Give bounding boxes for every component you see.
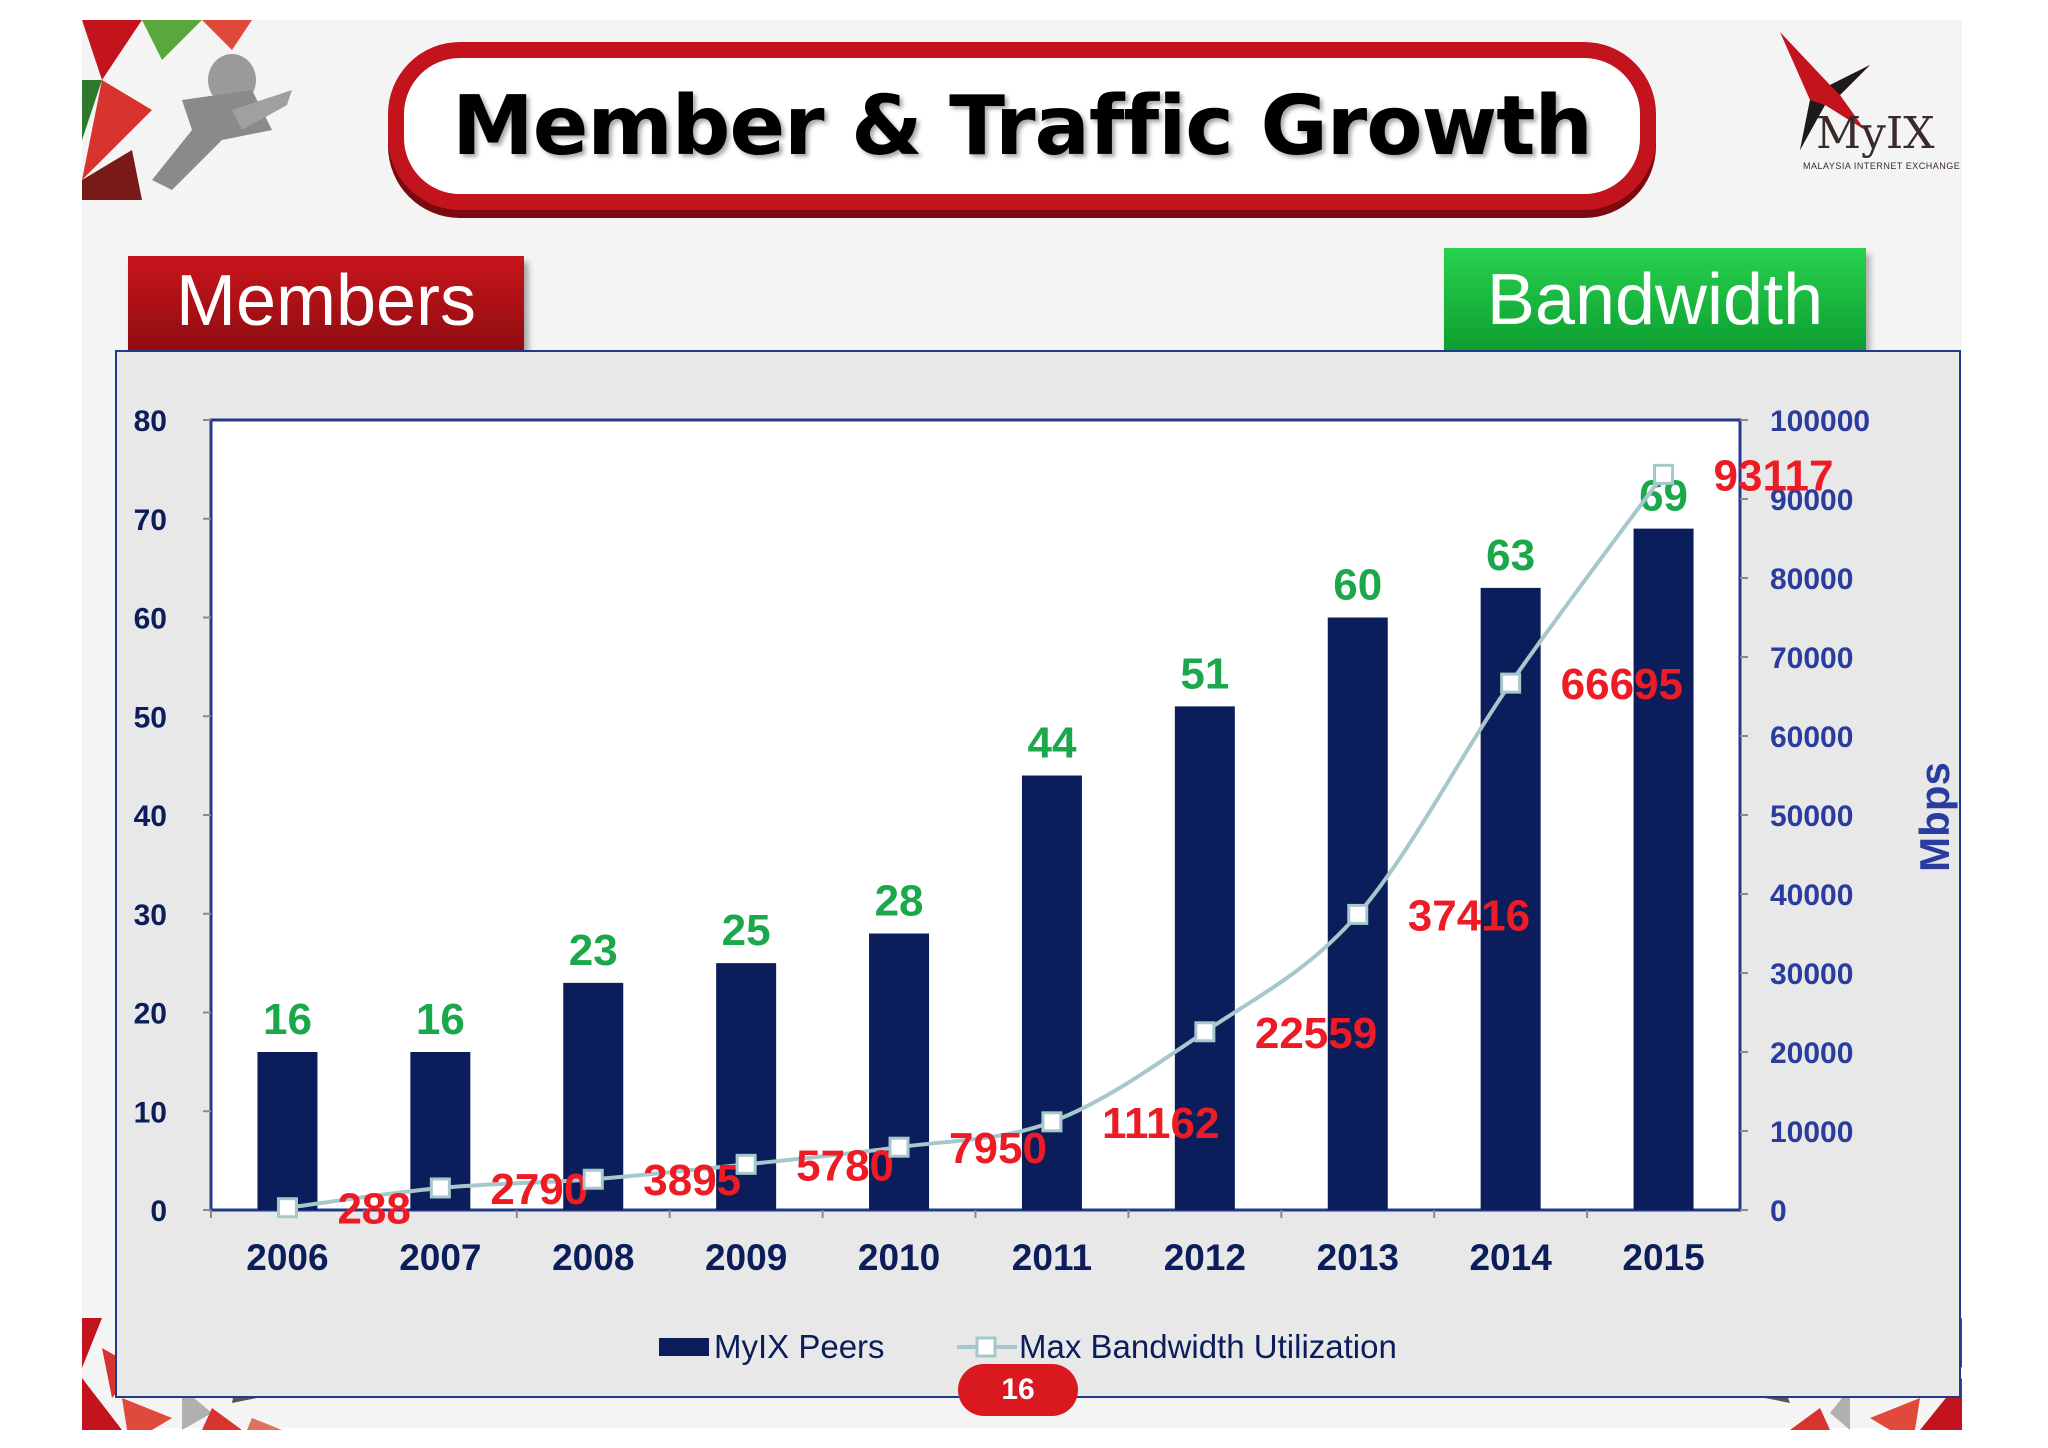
right-tick-label: 90000: [1770, 484, 1853, 517]
legend-label-bandwidth: Max Bandwidth Utilization: [1019, 1328, 1397, 1365]
x-tick-label: 2014: [1469, 1237, 1552, 1278]
peer-bar: [869, 933, 930, 1210]
x-tick-label: 2006: [246, 1237, 328, 1278]
bandwidth-line: [287, 473, 1666, 1210]
bandwidth-point: [1194, 1021, 1216, 1043]
bandwidth-value-label: 11162: [1102, 1099, 1220, 1148]
member-traffic-chart: 0 10 20 30 40 50 60 70 80 0 10000 20000 30000 40000 50…: [134, 405, 1958, 1365]
bandwidth-value-label: 66695: [1561, 660, 1683, 709]
bandwidth-point: [276, 1197, 298, 1219]
right-tick-label: 20000: [1770, 1037, 1853, 1070]
bandwidth-point: [1500, 672, 1522, 694]
peer-bar: [1633, 528, 1694, 1210]
bandwidth-point: [735, 1153, 757, 1175]
peer-bar: [1021, 775, 1082, 1210]
x-tick-label: 2011: [1012, 1237, 1092, 1278]
peer-count-label: 23: [569, 926, 618, 975]
bandwidth-value-label: 3895: [643, 1156, 741, 1205]
legend-swatch-peers: [659, 1338, 709, 1356]
bandwidth-label: Bandwidth: [1444, 248, 1866, 350]
right-tick-label: 70000: [1770, 642, 1853, 675]
peer-count-label: 16: [416, 995, 465, 1044]
x-tick-label: 2010: [858, 1237, 940, 1278]
peer-count-label: 25: [722, 906, 771, 955]
left-tick-label: 60: [134, 603, 167, 636]
x-tick-label: 2008: [552, 1237, 634, 1278]
left-tick-label: 40: [134, 800, 167, 833]
bandwidth-point: [429, 1177, 451, 1199]
bandwidth-point: [888, 1136, 910, 1158]
left-tick-label: 20: [134, 998, 167, 1031]
bandwidth-point: [582, 1168, 604, 1190]
left-tick-label: 30: [134, 899, 167, 932]
left-tick-label: 10: [134, 1096, 167, 1129]
peer-count-label: 60: [1333, 561, 1382, 610]
right-axis-title: Mbps: [1911, 762, 1958, 872]
bandwidth-value-label: 7950: [949, 1124, 1047, 1173]
right-tick-label: 100000: [1770, 405, 1870, 438]
logo-subtitle: MALAYSIA INTERNET EXCHANGE: [1803, 161, 1961, 171]
right-tick-label: 10000: [1770, 1116, 1853, 1149]
left-tick-label: 70: [134, 504, 167, 537]
peer-count-label: 63: [1486, 531, 1535, 580]
bandwidth-value-label: 5780: [796, 1141, 894, 1190]
peer-count-label: 51: [1180, 649, 1229, 698]
peer-count-label: 16: [263, 995, 312, 1044]
right-tick-label: 0: [1770, 1195, 1787, 1228]
right-tick-label: 80000: [1770, 563, 1853, 596]
x-tick-label: 2007: [399, 1237, 481, 1278]
right-tick-label: 30000: [1770, 958, 1853, 991]
x-tick-label: 2012: [1164, 1237, 1246, 1278]
bandwidth-value-label: 22559: [1255, 1009, 1377, 1058]
bandwidth-point: [1653, 463, 1675, 485]
left-tick-label: 0: [150, 1195, 167, 1228]
title-frame: Member & Traffic Growth: [388, 42, 1656, 210]
bandwidth-value-label: 93117: [1714, 451, 1834, 500]
bandwidth-value-label: 37416: [1408, 891, 1530, 940]
right-tick-label: 60000: [1770, 721, 1853, 754]
runner-logo-decoration: [82, 20, 292, 200]
members-label: Members: [128, 256, 524, 352]
right-tick-label: 50000: [1770, 800, 1853, 833]
bandwidth-value-label: 288: [337, 1185, 410, 1234]
myix-star-logo-icon: [1780, 32, 1870, 150]
corner-decoration-left: [82, 1318, 282, 1430]
x-tick-label: 2009: [705, 1237, 787, 1278]
peer-count-label: 44: [1027, 719, 1076, 768]
peer-bar: [257, 1052, 318, 1210]
peer-bar: [1174, 706, 1235, 1210]
bandwidth-point: [1347, 903, 1369, 925]
logo-name: MyIX: [1816, 108, 1935, 159]
legend-marker-bandwidth: [975, 1336, 997, 1358]
legend-label-peers: MyIX Peers: [714, 1328, 885, 1365]
right-tick-label: 40000: [1770, 879, 1853, 912]
left-tick-label: 80: [134, 405, 167, 438]
bandwidth-point: [1041, 1111, 1063, 1133]
slide-title: Member & Traffic Growth: [452, 78, 1593, 174]
left-tick-label: 50: [134, 701, 167, 734]
chart-frame: 0 10 20 30 40 50 60 70 80 0 10000 20000 30000 40000 50…: [115, 350, 1961, 1398]
peer-count-label: 28: [875, 877, 924, 926]
x-tick-label: 2015: [1622, 1237, 1704, 1278]
bandwidth-value-label: 2790: [490, 1165, 588, 1214]
x-tick-label: 2013: [1317, 1237, 1399, 1278]
page-number: 16: [958, 1364, 1078, 1416]
